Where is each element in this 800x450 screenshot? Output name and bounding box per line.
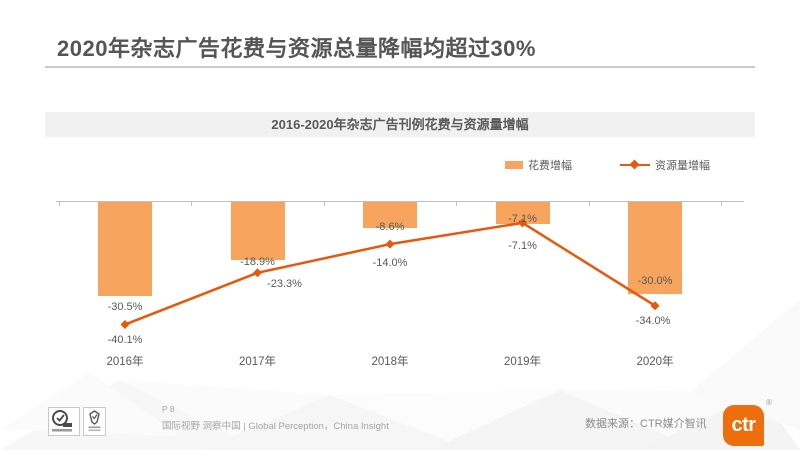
bar-2019年 <box>495 202 550 224</box>
chart-legend: 花费增幅 资源量增幅 <box>505 157 710 173</box>
footer-tagline: 国际视野 洞察中国 | Global Perception，China Insi… <box>162 421 389 432</box>
bar-2017年 <box>230 202 285 261</box>
bar-swatch-icon <box>505 161 523 169</box>
x-axis-tick <box>191 202 193 206</box>
page-number: P 8 <box>162 404 175 414</box>
bar-2016年 <box>98 202 152 296</box>
bar-label-2016年: -30.5% <box>107 300 143 313</box>
line-label-2019年: -7.1% <box>508 239 537 252</box>
ctr-logo-text: ctr <box>731 414 756 436</box>
x-axis-tick <box>58 202 60 206</box>
x-axis-tick <box>323 202 325 206</box>
circle-check-icon <box>52 410 72 432</box>
legend-label-resource: 资源量增幅 <box>655 160 710 172</box>
line-label-2017年: -23.3% <box>267 277 302 290</box>
certification-badge-1 <box>48 407 80 436</box>
line-point-2016年 <box>120 320 130 330</box>
x-axis-tick <box>588 202 590 206</box>
bar-label-2019年: -7.1% <box>508 212 537 225</box>
line-point-2017年 <box>253 268 262 278</box>
ribbon-check-icon <box>88 410 101 432</box>
certification-badge-2 <box>83 407 106 436</box>
bar-label-2017年: -18.9% <box>240 256 275 269</box>
line-point-2020年 <box>650 301 660 311</box>
line-label-2018年: -14.0% <box>372 257 408 270</box>
certification-badges <box>48 407 106 436</box>
x-axis-label-2016年: 2016年 <box>106 356 144 368</box>
page-title: 2020年杂志广告花费与资源总量降幅均超过30% <box>57 36 536 61</box>
line-marker-icon <box>620 159 650 170</box>
legend-item-resource: 资源量增幅 <box>620 157 710 173</box>
x-axis-tick <box>456 202 458 206</box>
title-divider <box>45 66 755 68</box>
chart-title: 2016-2020年杂志广告刊例花费与资源量增幅 <box>45 112 755 137</box>
footer-text: P 8 国际视野 洞察中国 | Global Perception，China … <box>162 404 389 432</box>
ctr-logo: ctr <box>723 405 764 446</box>
line-point-2018年 <box>385 239 395 249</box>
x-axis-tick <box>721 202 723 206</box>
data-source: 数据来源：CTR媒介智讯 <box>585 418 707 430</box>
bar-label-2018年: -8.6% <box>375 221 405 234</box>
bar-label-2020年: -30.0% <box>637 275 673 288</box>
line-label-2020年: -34.0% <box>635 314 671 327</box>
x-axis-line <box>56 201 744 202</box>
x-axis-label-2017年: 2017年 <box>238 356 277 368</box>
registered-mark-icon: ® <box>766 398 772 407</box>
line-label-2016年: -40.1% <box>107 333 143 346</box>
x-axis-label-2018年: 2018年 <box>371 356 409 368</box>
x-axis-label-2020年: 2020年 <box>636 356 674 368</box>
x-axis-label-2019年: 2019年 <box>503 356 542 368</box>
legend-item-spend: 花费增幅 <box>505 157 572 173</box>
legend-label-spend: 花费增幅 <box>528 160 572 172</box>
